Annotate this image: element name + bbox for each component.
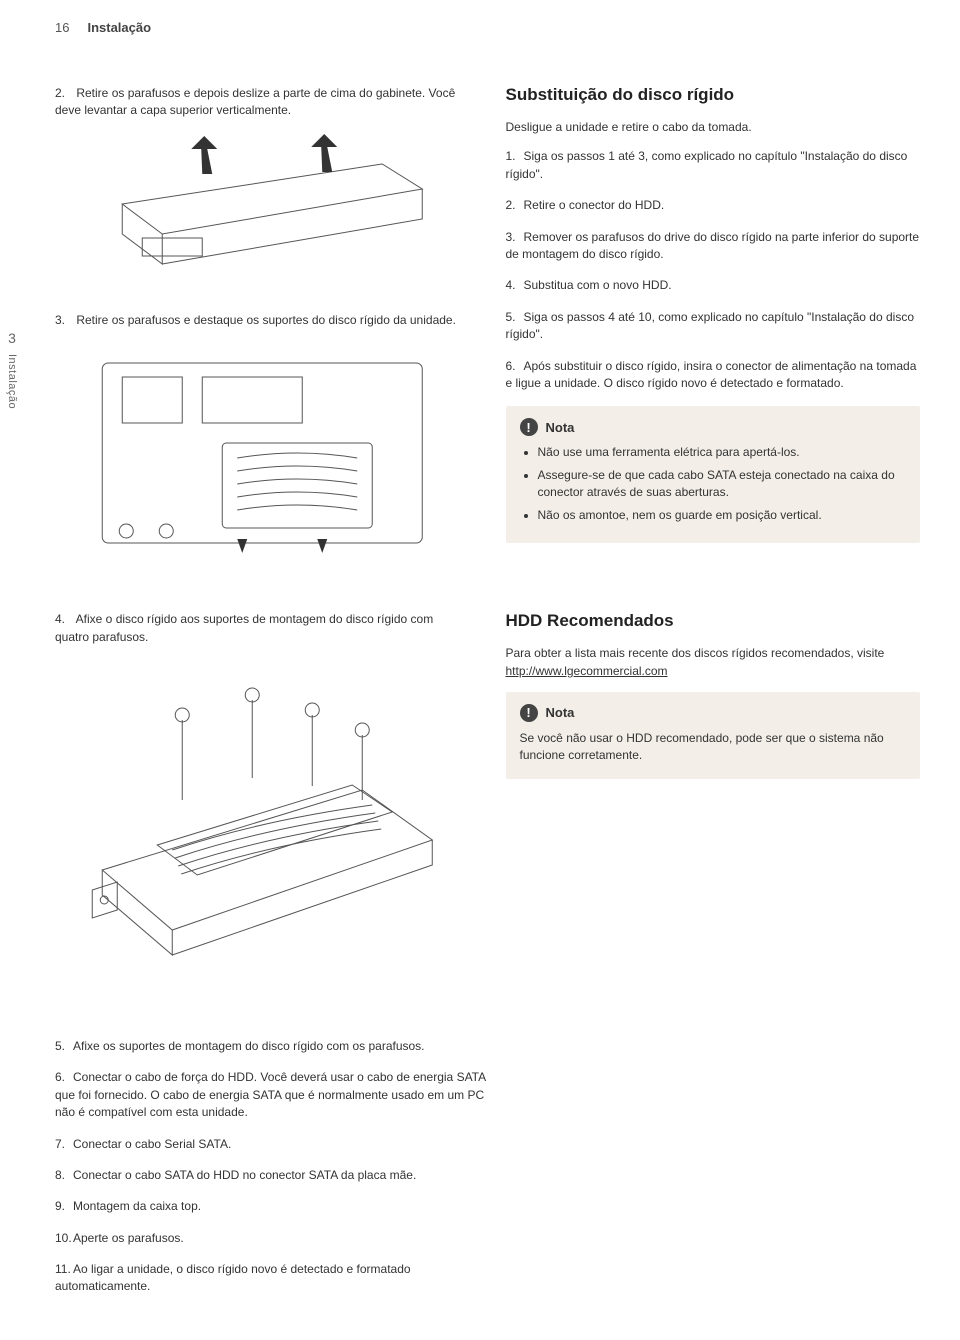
note-list-1: Não use uma ferramenta elétrica para ape… [520, 444, 907, 523]
note1-item1: Não use uma ferramenta elétrica para ape… [538, 444, 907, 461]
chapter-label: Instalação [6, 354, 18, 409]
page-section-title: Instalação [87, 20, 151, 35]
note2-text: Se você não usar o HDD recomendado, pode… [520, 730, 907, 765]
r-step-1: 1.Siga os passos 1 até 3, como explicado… [506, 148, 921, 183]
note-head-2: ! Nota [520, 704, 907, 722]
step-7: 7.Conectar o cabo Serial SATA. [55, 1136, 495, 1153]
side-tab: 3 Instalação [0, 330, 24, 412]
heading-hdd-recomendados: HDD Recomendados [506, 611, 921, 631]
rec-lead: Para obter a lista mais recente dos disc… [506, 645, 921, 680]
step-4: 4. Afixe o disco rígido aos suportes de … [55, 611, 470, 646]
step-2: 2. Retire os parafusos e depois deslize … [55, 85, 470, 120]
r-step-5: 5.Siga os passos 4 até 10, como explicad… [506, 309, 921, 344]
right-column-top: Substituição do disco rígido Desligue a … [506, 85, 921, 543]
step-10: 10.Aperte os parafusos. [55, 1230, 495, 1247]
note1-item2: Assegure-se de que cada cabo SATA esteja… [538, 467, 907, 501]
step-4-text: Afixe o disco rígido aos suportes de mon… [55, 612, 433, 643]
page-number: 16 [55, 20, 69, 35]
r-step-3: 3.Remover os parafusos do drive do disco… [506, 229, 921, 264]
r-step-4: 4.Substitua com o novo HDD. [506, 277, 921, 294]
note-icon: ! [520, 704, 538, 722]
figure-chassis-open [55, 343, 470, 563]
left-column-top: 2. Retire os parafusos e depois deslize … [55, 85, 470, 581]
r-step-6: 6.Após substituir o disco rígido, insira… [506, 358, 921, 393]
step-5: 5.Afixe os suportes de montagem do disco… [55, 1038, 495, 1055]
lead-desligue: Desligue a unidade e retire o cabo da to… [506, 119, 921, 136]
step-3-text: Retire os parafusos e destaque os suport… [76, 313, 456, 327]
r-step-2: 2.Retire o conector do HDD. [506, 197, 921, 214]
page-header: 16 Instalação [55, 20, 920, 35]
note-icon: ! [520, 418, 538, 436]
step-9: 9.Montagem da caixa top. [55, 1198, 495, 1215]
figure-hdd-mount [55, 660, 470, 990]
note-label: Nota [546, 420, 575, 435]
left-column-mid: 4. Afixe o disco rígido aos suportes de … [55, 611, 470, 1008]
step-3: 3. Retire os parafusos e destaque os sup… [55, 312, 470, 329]
figure-cabinet-top [55, 134, 470, 294]
right-column-mid: HDD Recomendados Para obter a lista mais… [506, 611, 921, 779]
step-11: 11.Ao ligar a unidade, o disco rígido no… [55, 1261, 495, 1296]
step-2-text: Retire os parafusos e depois deslize a p… [55, 86, 455, 117]
note-label: Nota [546, 705, 575, 720]
rec-link[interactable]: http://www.lgecommercial.com [506, 664, 668, 678]
note-box-1: ! Nota Não use uma ferramenta elétrica p… [506, 406, 921, 543]
step-8: 8.Conectar o cabo SATA do HDD no conecto… [55, 1167, 495, 1184]
note-box-2: ! Nota Se você não usar o HDD recomendad… [506, 692, 921, 779]
note1-item3: Não os amontoe, nem os guarde em posição… [538, 507, 907, 524]
step-6: 6.Conectar o cabo de força do HDD. Você … [55, 1069, 495, 1121]
chapter-number: 3 [0, 330, 24, 346]
columns-top: 2. Retire os parafusos e depois deslize … [55, 85, 920, 581]
heading-substituicao: Substituição do disco rígido [506, 85, 921, 105]
bottom-steps: 5.Afixe os suportes de montagem do disco… [55, 1038, 495, 1296]
columns-mid: 4. Afixe o disco rígido aos suportes de … [55, 611, 920, 1008]
note-head-1: ! Nota [520, 418, 907, 436]
